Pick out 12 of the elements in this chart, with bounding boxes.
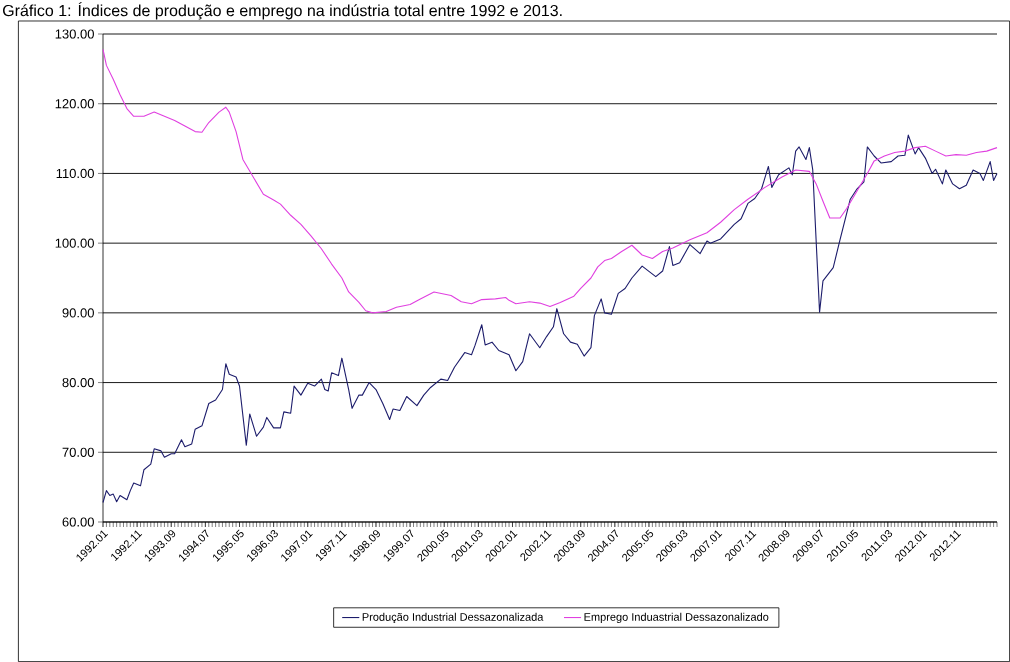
y-tick-label: 70.00 [62,447,94,457]
y-tick-label: 90.00 [62,308,94,318]
legend-label: Produção Industrial Dessazonalizada [362,612,544,624]
legend-label: Emprego Induastrial Dessazonalizado [584,612,769,624]
chart-title: Gráfico 1: Índices de produção e emprego na indústria total entre 1992 e 2013. [3,2,562,20]
y-tick-label: 130.00 [55,29,94,39]
y-tick-label: 60.00 [62,517,94,527]
y-tick-label: 80.00 [62,377,94,388]
y-tick-label: 110.00 [56,168,94,179]
line-series [102,134,998,504]
y-tick-label: 100.00 [55,238,94,248]
y-tick-label: 120.00 [55,99,94,109]
